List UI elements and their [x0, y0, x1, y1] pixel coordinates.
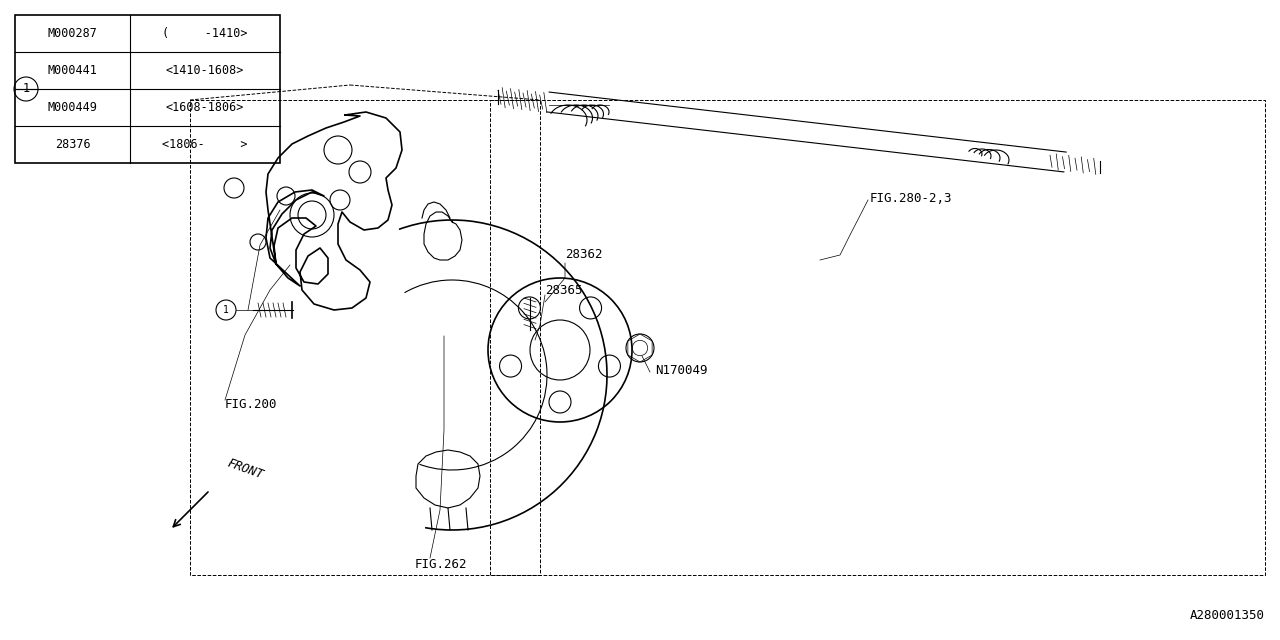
Text: A280001350: A280001350	[1190, 609, 1265, 622]
Bar	[15, 15, 280, 163]
Text: FIG.280-2,3: FIG.280-2,3	[870, 191, 952, 205]
Text: 1: 1	[223, 305, 229, 315]
Text: 28365: 28365	[545, 284, 582, 296]
Text: <1608-1806>: <1608-1806>	[166, 101, 244, 114]
Text: 28362: 28362	[564, 248, 603, 262]
Text: FIG.200: FIG.200	[225, 399, 278, 412]
Text: M000441: M000441	[47, 64, 97, 77]
Text: (     -1410>: ( -1410>	[163, 27, 248, 40]
Text: FRONT: FRONT	[225, 457, 265, 482]
Text: 1: 1	[23, 83, 29, 95]
Text: FIG.262: FIG.262	[415, 559, 467, 572]
Text: M000287: M000287	[47, 27, 97, 40]
Text: <1806-     >: <1806- >	[163, 138, 248, 151]
Text: M000449: M000449	[47, 101, 97, 114]
Text: N170049: N170049	[655, 364, 708, 376]
Text: 28376: 28376	[55, 138, 91, 151]
Text: <1410-1608>: <1410-1608>	[166, 64, 244, 77]
